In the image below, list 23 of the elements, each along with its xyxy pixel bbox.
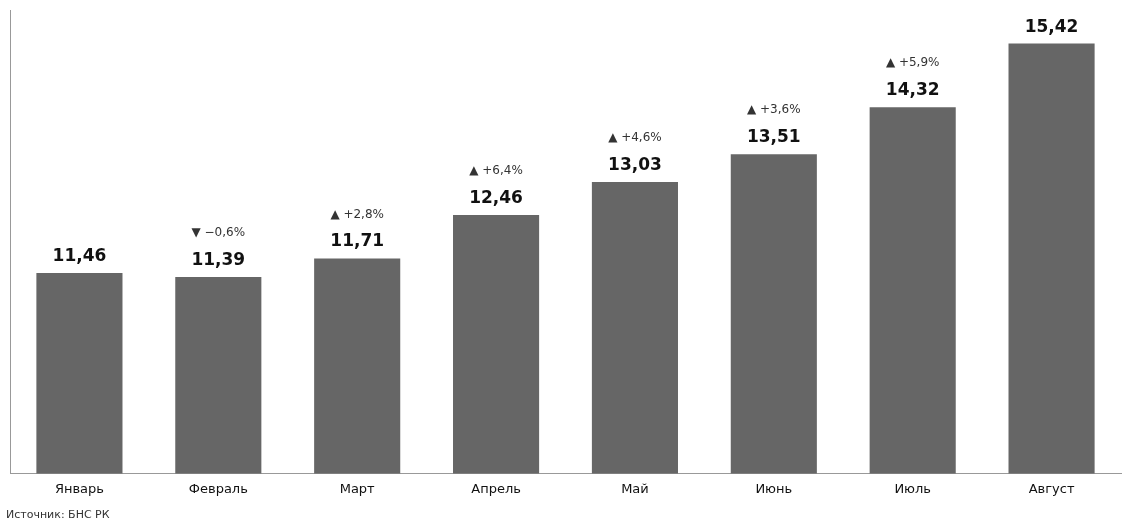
annotation: ▼ −0,6%: [191, 225, 246, 240]
x-tick-label: Январь: [54, 480, 104, 496]
annotation: ▲ +5,9%: [885, 55, 940, 70]
data-label: 11,71: [330, 230, 385, 251]
x-tick-label: Май: [621, 480, 649, 496]
x-tick-label: Июль: [894, 480, 932, 496]
x-tick-label: Август: [1028, 480, 1075, 496]
data-label: 13,03: [608, 153, 662, 174]
annotation: ▲ +6,4%: [469, 163, 523, 178]
x-tick-label: Март: [339, 480, 376, 496]
x-tick-label: Апрель: [471, 480, 521, 496]
data-label: 11,46: [52, 244, 107, 265]
annotation: ▲ +2,8%: [330, 206, 384, 221]
data-label: 13,51: [746, 126, 801, 147]
text: Источник: БНС РК: [6, 508, 110, 521]
data-label: 11,39: [191, 248, 246, 269]
x-tick-label: Июнь: [755, 480, 793, 496]
annotation: ▲ +4,6%: [608, 130, 662, 145]
annotation: ▲ +3,6%: [747, 102, 801, 117]
data-label: 12,46: [469, 186, 523, 207]
data-label: 15,42: [1024, 15, 1079, 36]
x-tick-label: Февраль: [188, 480, 248, 496]
data-label: 14,32: [885, 79, 940, 100]
